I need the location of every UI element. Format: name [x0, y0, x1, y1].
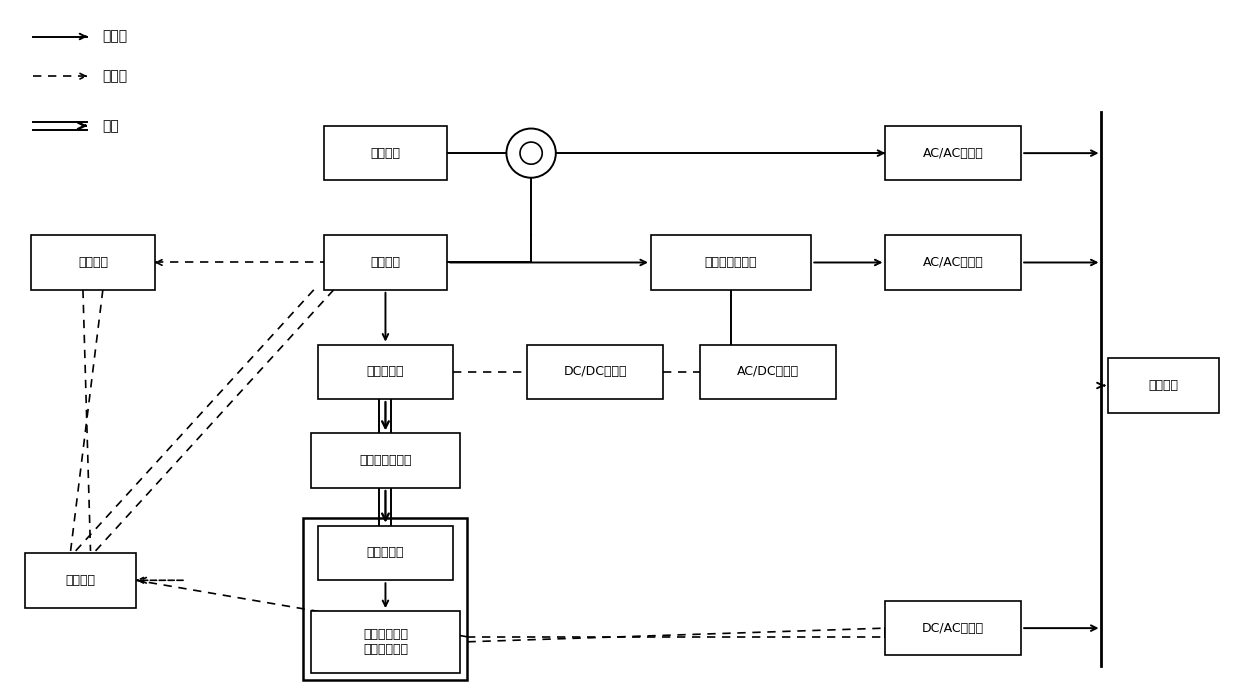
Bar	[311, 611, 460, 672]
Text: 氢储能系统: 氢储能系统	[367, 365, 404, 378]
Bar	[527, 344, 663, 399]
Bar	[31, 235, 155, 290]
Text: 氢气: 氢气	[103, 119, 119, 133]
Text: 氢气分配控制器: 氢气分配控制器	[360, 454, 412, 467]
Bar	[317, 344, 454, 399]
Text: 直流负载: 直流负载	[66, 574, 95, 587]
Bar	[25, 553, 136, 608]
Text: AC/DC逆变器: AC/DC逆变器	[737, 365, 800, 378]
Text: 交流负载: 交流负载	[1148, 379, 1178, 392]
Bar	[1107, 358, 1219, 413]
Bar	[304, 517, 467, 681]
Text: 交流电: 交流电	[103, 69, 128, 83]
Bar	[885, 235, 1022, 290]
Bar	[651, 235, 811, 290]
Text: DC/AC逆变器: DC/AC逆变器	[923, 621, 985, 635]
Text: 氢气混合燃气
燃机发电系统: 氢气混合燃气 燃机发电系统	[363, 628, 408, 656]
Bar	[317, 526, 454, 580]
Bar	[311, 433, 460, 488]
Text: 水电系统: 水电系统	[371, 147, 401, 160]
Text: 储能系统: 储能系统	[78, 256, 108, 269]
Text: DC/DC变压器: DC/DC变压器	[563, 365, 627, 378]
Text: 氢燃料电池: 氢燃料电池	[367, 546, 404, 559]
Bar	[324, 126, 448, 181]
Bar	[885, 126, 1022, 181]
Bar	[324, 235, 448, 290]
Text: AC/AC变压器: AC/AC变压器	[923, 256, 983, 269]
Text: 水光互补控制器: 水光互补控制器	[704, 256, 758, 269]
Text: 直流电: 直流电	[103, 30, 128, 43]
Text: 光电系统: 光电系统	[371, 256, 401, 269]
Bar	[701, 344, 836, 399]
Text: AC/AC变压器: AC/AC变压器	[923, 147, 983, 160]
Bar	[885, 601, 1022, 655]
